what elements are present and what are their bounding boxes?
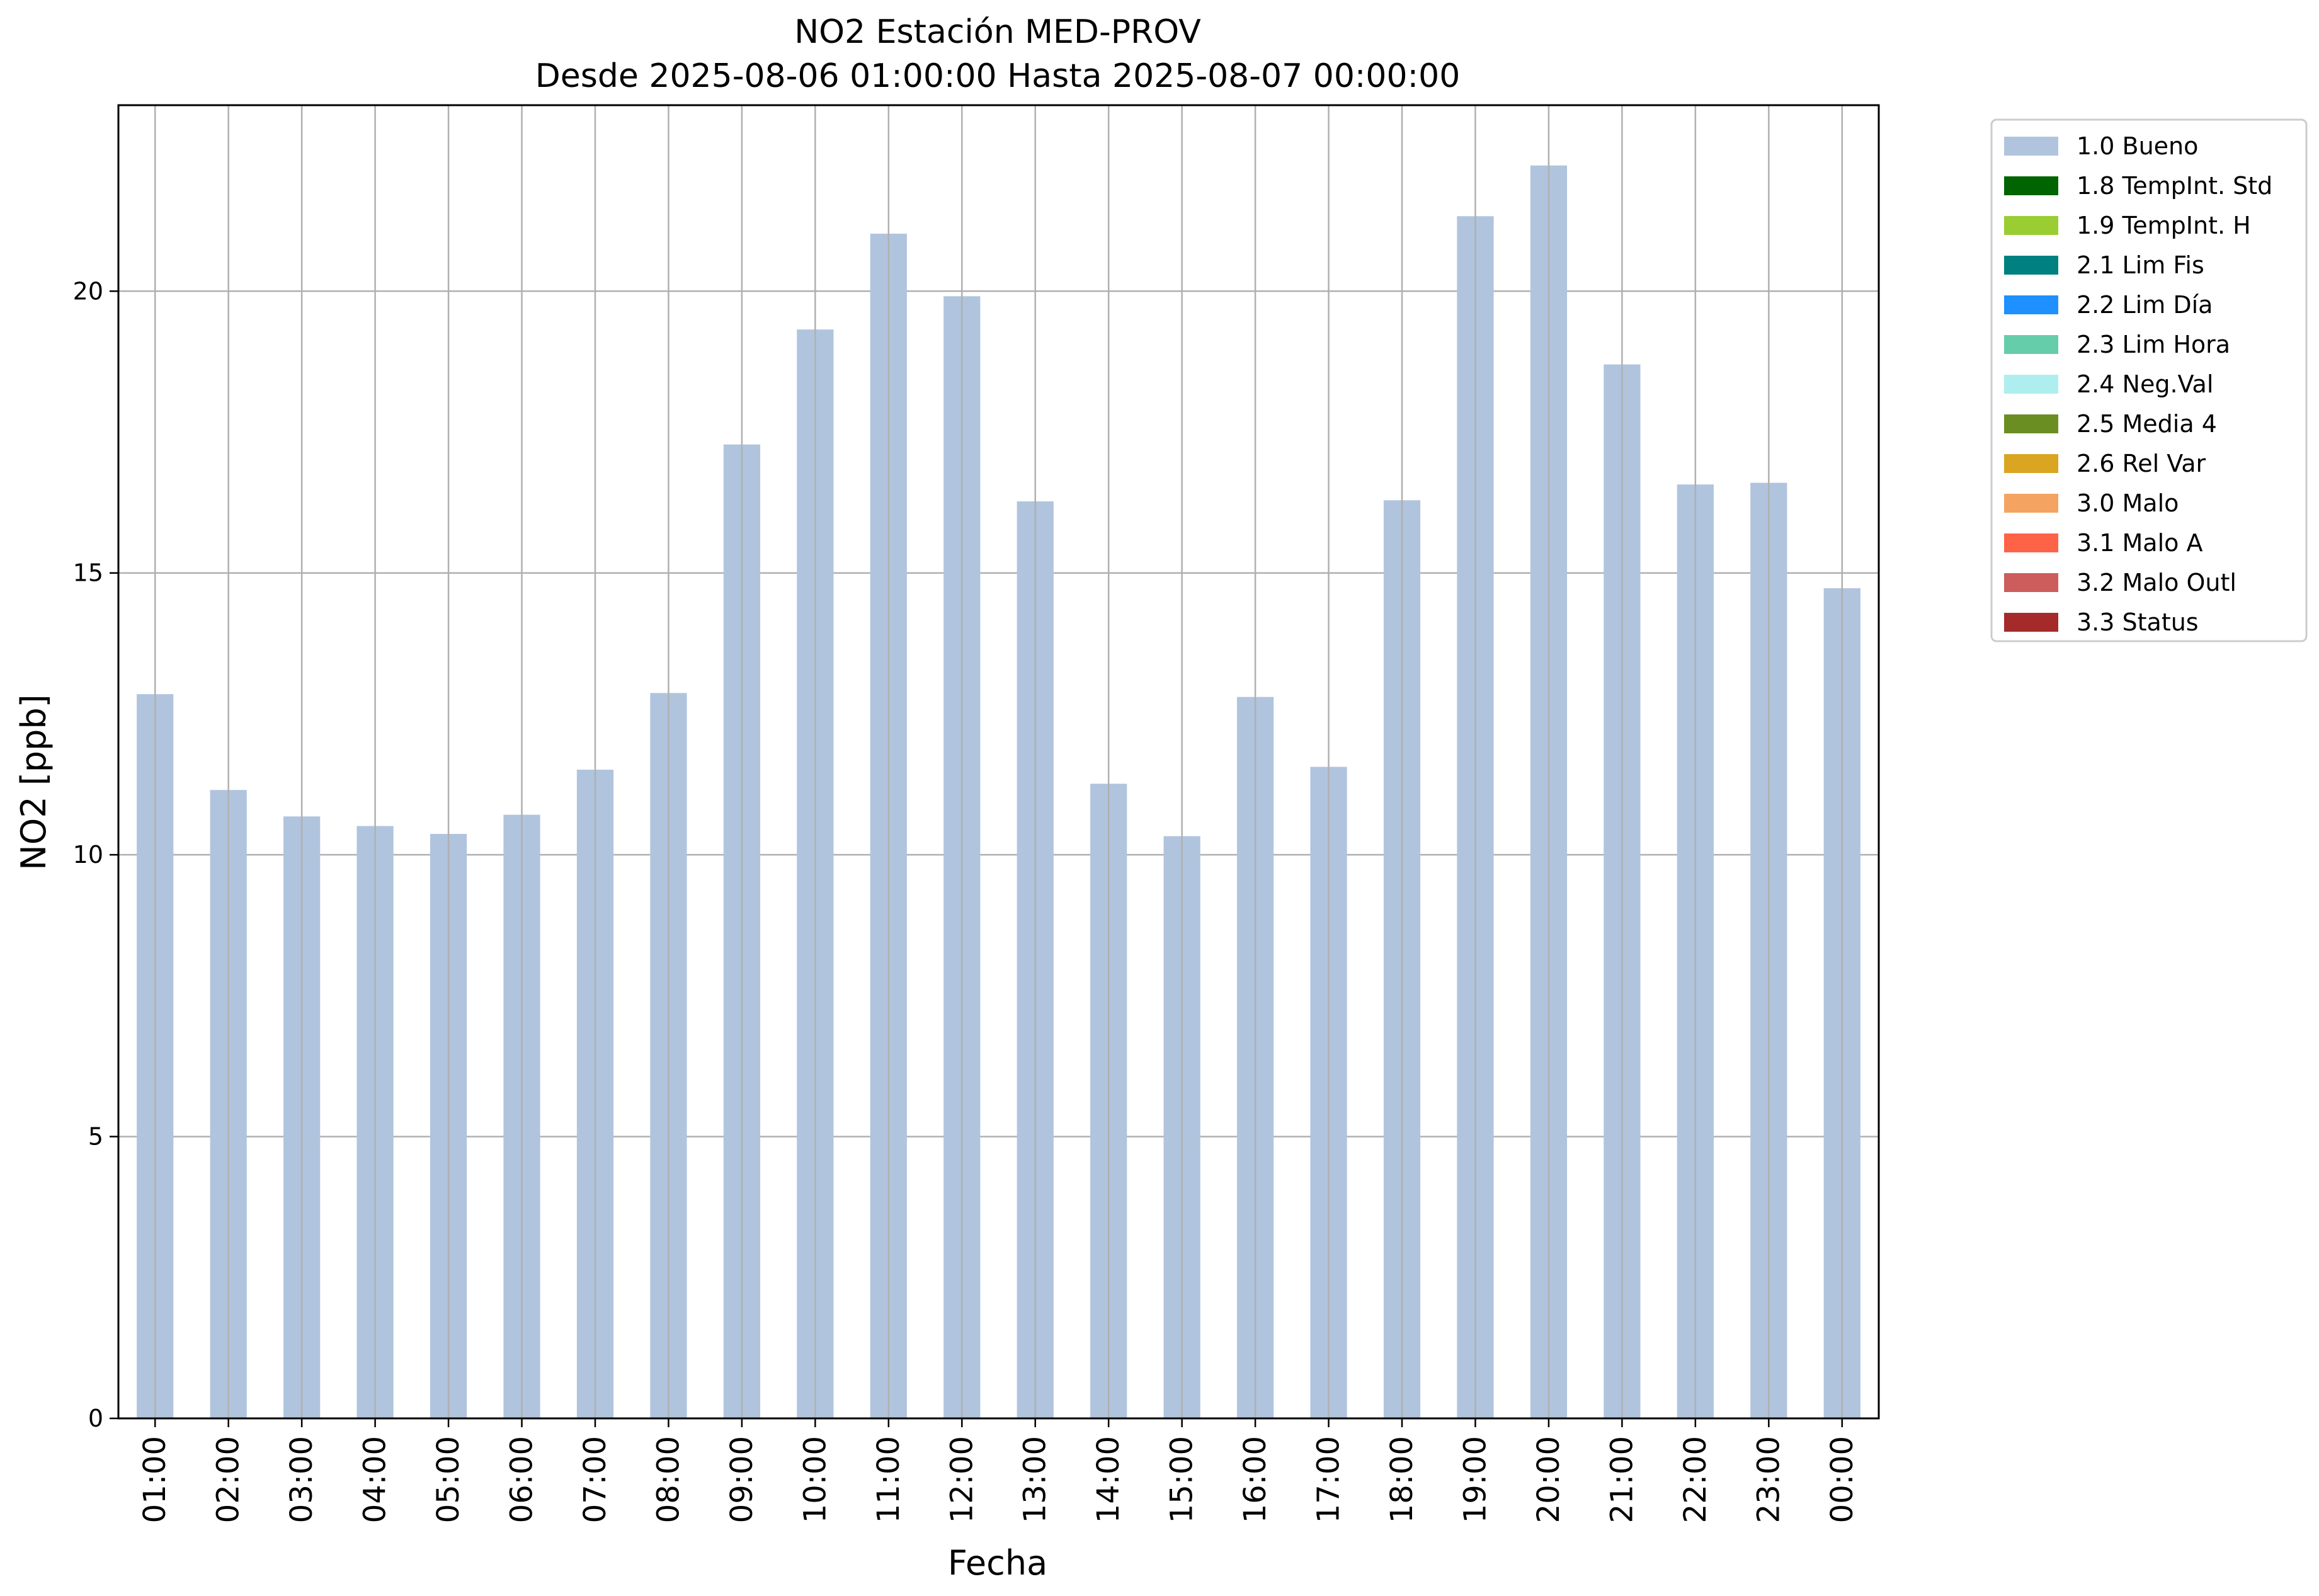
x-tick-label: 20:00 bbox=[1531, 1436, 1566, 1523]
legend-label: 2.1 Lim Fis bbox=[2077, 251, 2204, 279]
legend-swatch bbox=[2004, 256, 2058, 275]
x-tick-label: 14:00 bbox=[1091, 1436, 1126, 1523]
legend-swatch bbox=[2004, 375, 2058, 394]
chart-subtitle: Desde 2025-08-06 01:00:00 Hasta 2025-08-… bbox=[535, 57, 1461, 95]
plot-frame bbox=[117, 104, 1880, 1420]
x-tick-label: 03:00 bbox=[284, 1436, 319, 1523]
x-tick-label: 22:00 bbox=[1678, 1436, 1713, 1523]
x-axis-label: Fecha bbox=[948, 1543, 1047, 1583]
y-tick-label: 20 bbox=[73, 277, 103, 305]
x-tick-label: 00:00 bbox=[1825, 1436, 1860, 1523]
x-tick-label: 17:00 bbox=[1311, 1436, 1347, 1523]
legend-swatch bbox=[2004, 613, 2058, 632]
x-tick-label: 16:00 bbox=[1238, 1436, 1273, 1523]
x-tick-label: 11:00 bbox=[871, 1436, 906, 1523]
legend-swatch bbox=[2004, 137, 2058, 156]
legend-swatch bbox=[2004, 414, 2058, 433]
legend-label: 1.0 Bueno bbox=[2077, 132, 2198, 160]
x-tick-label: 15:00 bbox=[1165, 1436, 1200, 1523]
legend: 1.0 Bueno 1.8 TempInt. Std 1.9 TempInt. H 2… bbox=[1990, 118, 2308, 642]
legend-label: 2.2 Lim Día bbox=[2077, 291, 2213, 319]
chart-title: NO2 Estación MED-PROV bbox=[794, 13, 1201, 51]
y-axis-ticks: 0 5 10 15 20 bbox=[73, 277, 118, 1432]
legend-label: 1.8 TempInt. Std bbox=[2077, 172, 2272, 200]
x-tick-label: 18:00 bbox=[1384, 1436, 1420, 1523]
legend-swatch bbox=[2004, 335, 2058, 354]
x-axis-ticks: 01:00 02:00 03:00 04:00 05:00 06:00 07:00 08:00… bbox=[137, 1418, 1860, 1523]
x-tick-label: 13:00 bbox=[1018, 1436, 1053, 1523]
legend-items: 1.0 Bueno 1.8 TempInt. Std 1.9 TempInt. H 2… bbox=[2004, 132, 2272, 636]
x-tick-label: 19:00 bbox=[1457, 1436, 1493, 1523]
legend-label: 3.0 Malo bbox=[2077, 489, 2179, 517]
legend-label: 2.5 Media 4 bbox=[2077, 410, 2217, 438]
x-tick-label: 01:00 bbox=[137, 1436, 173, 1523]
legend-box bbox=[1990, 118, 2308, 642]
legend-swatch bbox=[2004, 454, 2058, 473]
x-tick-label: 09:00 bbox=[724, 1436, 760, 1523]
legend-label: 1.9 TempInt. H bbox=[2077, 212, 2251, 239]
x-tick-label: 05:00 bbox=[431, 1436, 466, 1523]
legend-swatch bbox=[2004, 533, 2058, 552]
y-axis-label: NO2 [ppb] bbox=[14, 694, 54, 870]
legend-swatch bbox=[2004, 216, 2058, 235]
y-tick-label: 15 bbox=[73, 559, 103, 587]
x-tick-label: 21:00 bbox=[1604, 1436, 1639, 1523]
legend-swatch bbox=[2004, 176, 2058, 195]
x-tick-label: 04:00 bbox=[358, 1436, 393, 1523]
x-tick-label: 10:00 bbox=[797, 1436, 833, 1523]
legend-label: 2.4 Neg.Val bbox=[2077, 370, 2213, 398]
legend-label: 3.1 Malo A bbox=[2077, 529, 2202, 557]
x-tick-label: 07:00 bbox=[578, 1436, 613, 1523]
x-tick-label: 02:00 bbox=[211, 1436, 246, 1523]
legend-label: 2.3 Lim Hora bbox=[2077, 331, 2230, 358]
y-tick-label: 5 bbox=[88, 1123, 103, 1151]
legend-label: 3.2 Malo Outl bbox=[2077, 569, 2236, 596]
legend-swatch bbox=[2004, 494, 2058, 513]
legend-swatch bbox=[2004, 573, 2058, 592]
legend-swatch bbox=[2004, 295, 2058, 314]
x-tick-label: 23:00 bbox=[1751, 1436, 1786, 1523]
y-tick-label: 0 bbox=[88, 1405, 103, 1432]
legend-label: 3.3 Status bbox=[2077, 608, 2199, 636]
x-tick-label: 06:00 bbox=[504, 1436, 540, 1523]
x-tick-label: 08:00 bbox=[651, 1436, 686, 1523]
vertical-grid-lines bbox=[154, 105, 1843, 1418]
x-tick-label: 12:00 bbox=[944, 1436, 979, 1523]
bars bbox=[137, 165, 1860, 1419]
legend-label: 2.6 Rel Var bbox=[2077, 450, 2206, 477]
y-tick-label: 10 bbox=[73, 841, 103, 869]
